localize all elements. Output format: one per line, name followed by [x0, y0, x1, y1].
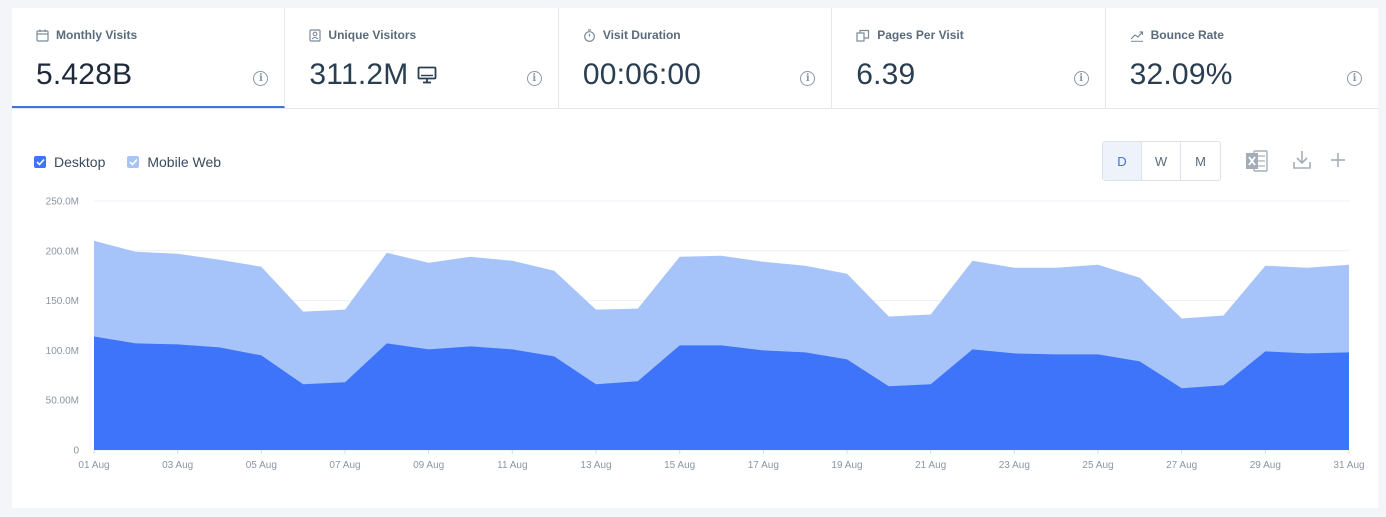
- checkbox-checked-icon[interactable]: [127, 156, 140, 168]
- y-tick-label: 250.0M: [46, 197, 79, 208]
- x-tick-label: 15 Aug: [664, 460, 695, 471]
- x-tick-label: 23 Aug: [999, 460, 1030, 471]
- info-icon[interactable]: i: [1347, 71, 1363, 86]
- checkbox-checked-icon[interactable]: [34, 156, 46, 168]
- metric-unique-visitors[interactable]: Unique Visitors 311.2M i: [285, 8, 559, 108]
- x-tick-label: 25 Aug: [1082, 460, 1113, 471]
- metric-label: Visit Duration: [602, 28, 681, 42]
- metric-value: 311.2M: [309, 58, 409, 91]
- x-tick-label: 01 Aug: [78, 460, 109, 471]
- y-tick-label: 200.0M: [46, 246, 79, 257]
- granularity-day-button[interactable]: D: [1103, 142, 1142, 180]
- info-icon[interactable]: i: [526, 71, 542, 86]
- chart-legend: Desktop Mobile Web: [34, 154, 243, 170]
- pages-icon: [856, 29, 870, 42]
- metric-bounce-rate[interactable]: Bounce Rate 32.09% i: [1106, 8, 1378, 108]
- metric-pages-per-visit[interactable]: Pages Per Visit 6.39 i: [832, 8, 1106, 108]
- calendar-icon: [36, 29, 49, 42]
- metric-visit-duration[interactable]: Visit Duration 00:06:00 i: [559, 8, 833, 108]
- y-tick-label: 0: [73, 446, 79, 457]
- info-icon[interactable]: i: [253, 71, 269, 86]
- desktop-area: [94, 336, 1349, 450]
- granularity-toggle: D W M: [1102, 141, 1221, 181]
- metric-value: 00:06:00: [582, 58, 702, 91]
- metric-label: Monthly Visits: [56, 28, 138, 42]
- granularity-week-button[interactable]: W: [1142, 142, 1181, 180]
- trend-icon: [1130, 30, 1143, 42]
- x-tick-label: 03 Aug: [162, 460, 193, 471]
- x-tick-label: 07 Aug: [329, 460, 360, 471]
- x-tick-label: 21 Aug: [915, 460, 946, 471]
- x-tick-label: 17 Aug: [748, 460, 779, 471]
- stopwatch-icon: [583, 28, 595, 42]
- x-tick-label: 19 Aug: [831, 460, 862, 471]
- x-tick-label: 13 Aug: [580, 460, 611, 471]
- desktop-icon: [418, 66, 437, 84]
- granularity-month-button[interactable]: M: [1195, 153, 1206, 169]
- legend-label: Mobile Web: [147, 154, 222, 170]
- x-tick-label: 31 Aug: [1333, 460, 1364, 471]
- legend-item-mobile-web[interactable]: Mobile Web: [127, 154, 221, 170]
- metric-monthly-visits[interactable]: Monthly Visits 5.428B i: [12, 8, 286, 108]
- metric-value: 6.39: [856, 58, 916, 91]
- y-tick-label: 100.0M: [46, 346, 79, 357]
- info-icon[interactable]: i: [800, 71, 816, 86]
- user-badge-icon: [309, 28, 322, 42]
- y-tick-label: 50.00M: [46, 396, 79, 407]
- metric-label: Bounce Rate: [1150, 28, 1224, 42]
- metric-label: Unique Visitors: [328, 28, 417, 42]
- legend-label: Desktop: [54, 154, 106, 170]
- traffic-area-chart: 0 50.00M 100.0M 150.0M 200.0M 250.0M 01 Aug 03…: [46, 197, 1365, 472]
- y-tick-label: 150.0M: [46, 296, 79, 307]
- info-icon[interactable]: i: [1073, 71, 1089, 86]
- x-tick-label: 05 Aug: [246, 460, 277, 471]
- x-tick-label: 11 Aug: [497, 460, 527, 471]
- metric-value: 32.09%: [1129, 58, 1233, 91]
- metric-value: 5.428B: [36, 58, 133, 91]
- download-icon[interactable]: [1292, 149, 1312, 171]
- add-icon[interactable]: [1329, 151, 1347, 169]
- excel-icon[interactable]: [1245, 149, 1269, 173]
- traffic-overview-card: Monthly Visits 5.428B i Unique Visitors …: [12, 8, 1378, 508]
- x-tick-label: 09 Aug: [413, 460, 444, 471]
- x-tick-label: 27 Aug: [1166, 460, 1197, 471]
- x-tick-label: 29 Aug: [1250, 460, 1281, 471]
- metric-label: Pages Per Visit: [877, 28, 964, 42]
- metrics-bar: Monthly Visits 5.428B i Unique Visitors …: [12, 8, 1378, 109]
- legend-item-desktop[interactable]: Desktop: [34, 154, 105, 170]
